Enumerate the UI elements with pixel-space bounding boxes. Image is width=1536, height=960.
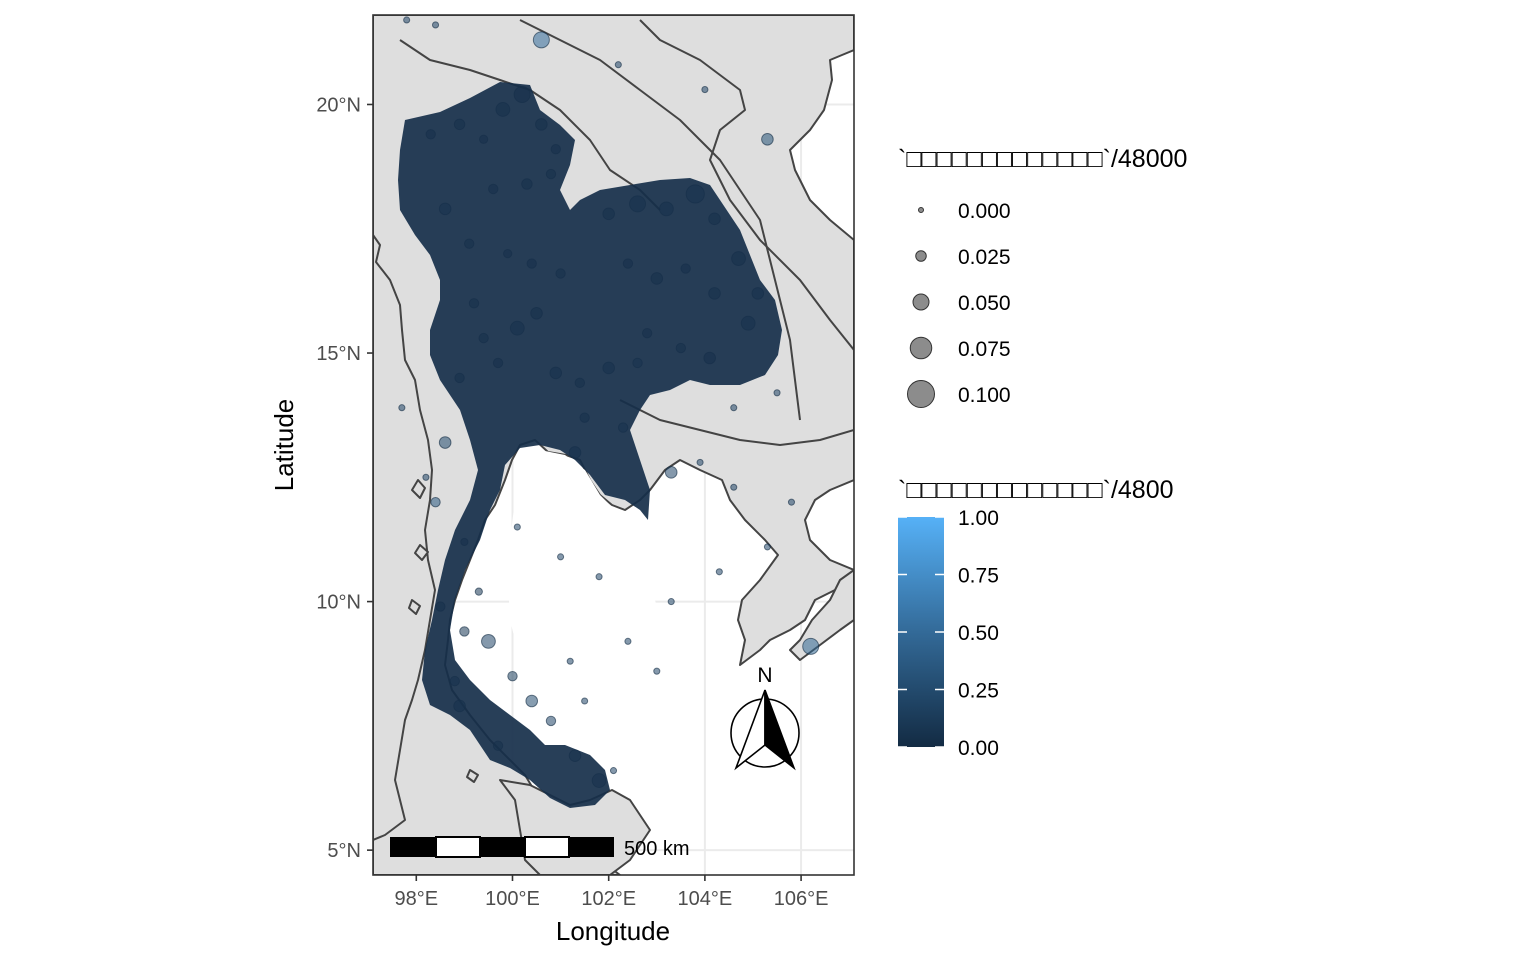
data-point bbox=[730, 404, 738, 412]
color-legend-label-0: 1.00 bbox=[958, 507, 999, 530]
data-point bbox=[595, 573, 603, 581]
data-point bbox=[422, 473, 430, 481]
size-legend-key-3 bbox=[909, 336, 933, 360]
x-tick-label-1: 100°E bbox=[485, 888, 540, 910]
x-axis-title: Longitude bbox=[556, 916, 670, 946]
x-axis-ticks: 98°E 100°E 102°E 104°E 106°E bbox=[394, 875, 828, 910]
data-point bbox=[664, 466, 678, 479]
scale-bar-label: 500 km bbox=[624, 838, 690, 860]
y-tick-label-1: 10°N bbox=[316, 592, 361, 614]
data-point bbox=[525, 694, 539, 708]
size-legend-label-1: 0.025 bbox=[958, 246, 1011, 269]
data-point bbox=[696, 458, 704, 466]
data-point bbox=[430, 496, 441, 508]
x-tick-label-2: 102°E bbox=[581, 888, 636, 910]
x-tick-label-3: 104°E bbox=[678, 888, 733, 910]
y-tick-label-0: 5°N bbox=[327, 840, 361, 862]
island-4 bbox=[466, 769, 479, 783]
size-legend-label-0: 0.000 bbox=[958, 200, 1011, 223]
island-2 bbox=[414, 544, 429, 561]
size-legend-key-2 bbox=[912, 293, 930, 311]
color-legend-label-2: 0.50 bbox=[958, 622, 999, 645]
color-legend-keys: 1.00 0.75 0.50 0.25 0.00 bbox=[898, 507, 999, 760]
north-arrow-right-half bbox=[764, 689, 796, 771]
color-legend-label-4: 0.00 bbox=[958, 737, 999, 760]
data-point bbox=[438, 436, 452, 449]
north-arrow: N bbox=[730, 664, 800, 771]
size-legend: `□□□□□□□□□□□□□`/48000 0.0000.0250.0500.0… bbox=[898, 145, 1187, 408]
internal-border-3 bbox=[639, 19, 854, 351]
data-point bbox=[545, 715, 557, 727]
color-legend: `□□□□□□□□□□□□□`/4800 1.00 0.75 0.50 0.25 0.0… bbox=[898, 476, 1174, 760]
x-tick-label-0: 98°E bbox=[394, 888, 438, 910]
size-legend-key-1 bbox=[915, 250, 927, 262]
scale-bar: 500 km bbox=[390, 836, 690, 860]
color-legend-label-1: 0.75 bbox=[958, 565, 999, 588]
data-point bbox=[701, 86, 709, 94]
density-north bbox=[398, 82, 782, 808]
point-density-mass bbox=[398, 82, 782, 808]
data-point bbox=[459, 626, 470, 637]
data-point bbox=[566, 657, 574, 665]
data-point bbox=[481, 633, 496, 649]
data-point bbox=[763, 543, 771, 551]
panel-border bbox=[372, 14, 855, 876]
data-point bbox=[715, 568, 723, 576]
scale-bar-seg-1 bbox=[390, 837, 436, 857]
size-legend-title: `□□□□□□□□□□□□□`/48000 bbox=[898, 145, 1187, 173]
internal-border-4 bbox=[619, 399, 854, 446]
map-panel: N 500 km bbox=[372, 14, 855, 876]
sea-coast-myanmar bbox=[373, 234, 436, 841]
data-point bbox=[730, 483, 738, 491]
data-point bbox=[581, 697, 589, 705]
data-point bbox=[532, 31, 550, 49]
size-legend-label-4: 0.100 bbox=[958, 384, 1011, 407]
y-axis-ticks: 5°N 10°N 15°N 20°N bbox=[316, 94, 373, 862]
x-tick-label-4: 106°E bbox=[774, 888, 829, 910]
data-point bbox=[802, 637, 820, 655]
y-tick-label-3: 20°N bbox=[316, 94, 361, 116]
color-legend-title: `□□□□□□□□□□□□□`/4800 bbox=[898, 476, 1174, 504]
size-legend-keys: 0.000 0.025 0.050 0.075 0.100 bbox=[907, 200, 1011, 408]
data-point bbox=[431, 21, 440, 29]
size-legend-key-0 bbox=[918, 207, 924, 213]
y-axis-title: Latitude bbox=[269, 399, 299, 492]
island-1 bbox=[411, 479, 426, 499]
color-legend-label-3: 0.25 bbox=[958, 680, 999, 703]
y-tick-label-2: 15°N bbox=[316, 343, 361, 365]
data-point bbox=[507, 670, 518, 682]
internal-border-2 bbox=[519, 19, 801, 421]
data-point bbox=[609, 767, 618, 775]
gulf-of-thailand bbox=[508, 450, 665, 790]
data-point bbox=[773, 389, 781, 397]
data-point bbox=[653, 667, 661, 675]
data-point bbox=[667, 598, 675, 606]
data-point bbox=[403, 16, 411, 24]
size-legend-label-2: 0.050 bbox=[958, 292, 1011, 315]
north-arrow-label: N bbox=[757, 664, 772, 687]
data-point bbox=[761, 132, 774, 146]
scale-bar-seg-3 bbox=[480, 837, 525, 857]
data-point bbox=[398, 404, 406, 412]
scale-bar-seg-2 bbox=[435, 836, 481, 858]
data-point bbox=[624, 637, 632, 645]
scale-bar-seg-4 bbox=[524, 836, 570, 858]
data-point bbox=[614, 61, 622, 69]
internal-border-1 bbox=[399, 39, 661, 211]
data-point bbox=[787, 498, 796, 506]
size-legend-key-4 bbox=[907, 380, 935, 408]
vietnam-coast bbox=[789, 569, 854, 661]
data-point bbox=[513, 523, 521, 531]
data-point bbox=[474, 587, 483, 596]
size-legend-label-3: 0.075 bbox=[958, 338, 1011, 361]
island-3 bbox=[408, 599, 421, 615]
scale-bar-seg-5 bbox=[569, 837, 614, 857]
data-point bbox=[557, 553, 565, 561]
